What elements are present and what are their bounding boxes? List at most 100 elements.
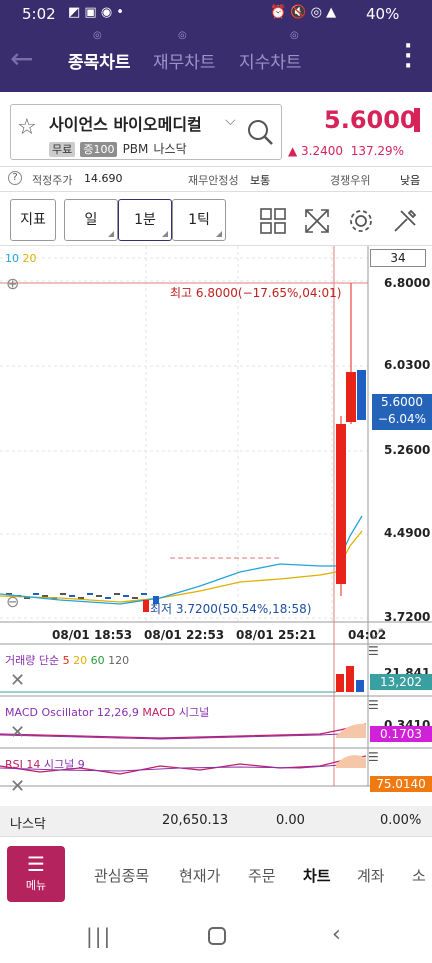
candle-down	[357, 370, 366, 420]
back-arrow-icon[interactable]: ←	[10, 42, 34, 75]
stock-selector[interactable]: ☆ 사이언스 바이오메디컬 ⌵ 무료 증100 PBM 나스닥	[10, 104, 282, 160]
index-summary-row[interactable]: 나스닥 20,650.13 0.00 0.00%	[0, 806, 432, 836]
bottom-menu-bar: ☰ 메뉴 관심종목 현재가 주문 차트 계좌 소	[0, 836, 432, 912]
valuation-info-row: ? 적정주가 14.690 재무안정성 보통 경쟁우위 낮음	[0, 166, 432, 192]
index-name: 나스닥	[10, 817, 46, 832]
close-panel-icon[interactable]: ✕	[10, 776, 26, 797]
menu-item-more[interactable]: 소	[412, 867, 426, 885]
search-icon[interactable]	[246, 118, 274, 146]
tag-free: 무료	[49, 142, 76, 157]
time-axis-label: 08/01 18:53	[52, 628, 133, 642]
menu-item-watchlist[interactable]: 관심종목	[94, 867, 150, 885]
rsi-line	[0, 755, 367, 775]
favorite-star-icon[interactable]: ☆	[17, 115, 37, 140]
status-bar: 5:02 ◩ ▣ ◉ • ⏰ 🔇 ◎ ▲ 40%	[0, 0, 432, 30]
stock-chart[interactable]: 10 20 ⊕ ⊖ 34 6.8000 6.0300 5.2600 4.4900…	[0, 246, 432, 806]
time-axis-label: 04:02	[348, 628, 387, 642]
price-axis-label: 5.2600	[384, 443, 431, 457]
menu-item-chart[interactable]: 차트	[303, 867, 331, 885]
volume-bar	[336, 674, 344, 692]
top-navigation: ← ◎ 종목차트 ◎ 재무차트 ◎ 지수차트 · · ·	[0, 30, 432, 92]
period-1min-button[interactable]: 1분	[118, 199, 172, 241]
stock-name: 사이언스 바이오메디컬	[49, 115, 202, 134]
low-price-annotation: 최저 3.7200(50.54%,18:58)	[150, 602, 312, 616]
zoom-out-icon[interactable]: ⊖	[6, 592, 20, 611]
candle-low	[143, 600, 149, 612]
tools-icon[interactable]	[392, 208, 418, 234]
status-time: 5:02	[22, 5, 56, 23]
competition-label: 경쟁우위	[330, 174, 371, 187]
recent-apps-icon[interactable]: |||	[86, 924, 113, 948]
volume-value-tag: 13,202	[370, 674, 432, 690]
stock-exchange: 나스닥	[153, 142, 187, 156]
time-axis-label: 08/01 25:21	[236, 628, 317, 642]
close-panel-icon[interactable]: ✕	[10, 670, 26, 691]
stock-tags: 무료 증100 PBM 나스닥	[49, 138, 187, 157]
back-icon[interactable]: ‹	[332, 922, 341, 947]
price-bar-indicator	[414, 108, 420, 132]
panel-menu-icon[interactable]: ☰	[368, 750, 379, 764]
menu-item-order[interactable]: 주문	[248, 867, 276, 885]
volume-bar	[356, 680, 364, 692]
current-price: 5.6000	[324, 106, 417, 134]
stability-value: 보통	[250, 174, 271, 187]
rsi-area	[336, 755, 366, 768]
candle-count-box[interactable]: 34	[370, 249, 426, 267]
panel-menu-icon[interactable]: ☰	[368, 698, 379, 712]
expand-icon[interactable]: ⤢	[372, 626, 384, 642]
index-value: 20,650.13	[162, 813, 229, 828]
notification-icons: ◩ ▣ ◉ •	[68, 5, 124, 20]
macd-legend: MACD Oscillator 12,26,9 MACD 시그널	[5, 706, 210, 719]
chart-canvas[interactable]	[0, 246, 432, 806]
menu-button[interactable]: ☰ 메뉴	[7, 846, 65, 902]
fullscreen-icon[interactable]	[304, 208, 330, 234]
stability-label: 재무안정성	[188, 174, 239, 187]
competition-value: 낮음	[400, 174, 421, 187]
macd-value-tag: 0.1703	[370, 726, 432, 742]
menu-item-quote[interactable]: 현재가	[179, 867, 221, 885]
panel-menu-icon[interactable]: ☰	[368, 644, 379, 658]
rsi-value-tag: 75.0140	[370, 776, 432, 792]
system-icons: ⏰ 🔇 ◎ ▲	[270, 5, 337, 20]
volume-bar	[346, 666, 354, 692]
price-axis-label: 4.4900	[384, 526, 431, 540]
fair-price-label: 적정주가	[32, 174, 73, 187]
close-panel-icon[interactable]: ✕	[10, 722, 26, 743]
help-icon[interactable]: ?	[8, 171, 22, 185]
zoom-in-icon[interactable]: ⊕	[6, 274, 20, 293]
price-axis-label: 3.7200	[384, 610, 431, 624]
stock-ticker: PBM	[122, 142, 149, 156]
hamburger-icon: ☰	[27, 852, 45, 876]
price-axis-label: 6.0300	[384, 358, 431, 372]
period-1tick-button[interactable]: 1틱	[172, 199, 226, 241]
candle-up	[346, 372, 356, 422]
chevron-down-icon[interactable]: ⌵	[225, 113, 236, 129]
price-change: ▲ 3.2400 137.29%	[288, 144, 405, 158]
candle	[153, 596, 159, 604]
battery-level: 40%	[366, 5, 400, 23]
macd-histogram	[336, 723, 366, 738]
candle-surge	[336, 424, 346, 584]
rsi-legend: RSI 14 시그널 9	[5, 758, 85, 771]
settings-gear-icon[interactable]	[348, 208, 374, 234]
rsi-signal-line	[0, 761, 367, 772]
stock-header: ☆ 사이언스 바이오메디컬 ⌵ 무료 증100 PBM 나스닥 5.6000 ▲…	[0, 92, 432, 164]
index-change: 0.00	[276, 813, 305, 828]
period-day-button[interactable]: 일	[64, 199, 118, 241]
price-axis-label: 6.8000	[384, 276, 431, 290]
index-change-pct: 0.00%	[380, 813, 422, 828]
chart-toolbar: 지표 일 1분 1틱	[0, 192, 432, 246]
time-axis-label: 08/01 22:53	[144, 628, 225, 642]
macd-line	[0, 723, 367, 739]
system-navigation-bar: ||| ‹	[0, 912, 432, 963]
indicator-button[interactable]: 지표	[10, 199, 56, 241]
tag-margin: 증100	[80, 142, 118, 157]
menu-item-account[interactable]: 계좌	[357, 867, 385, 885]
layout-grid-icon[interactable]	[260, 208, 286, 234]
current-price-tag: 5.6000 −6.04%	[372, 394, 432, 430]
more-menu-icon[interactable]: · · ·	[404, 34, 413, 79]
ma10-line	[0, 515, 363, 605]
home-icon[interactable]	[208, 927, 226, 945]
volume-legend: 거래량 단순 5 20 60 120	[5, 654, 130, 667]
ma-legend: 10 20	[5, 252, 37, 265]
